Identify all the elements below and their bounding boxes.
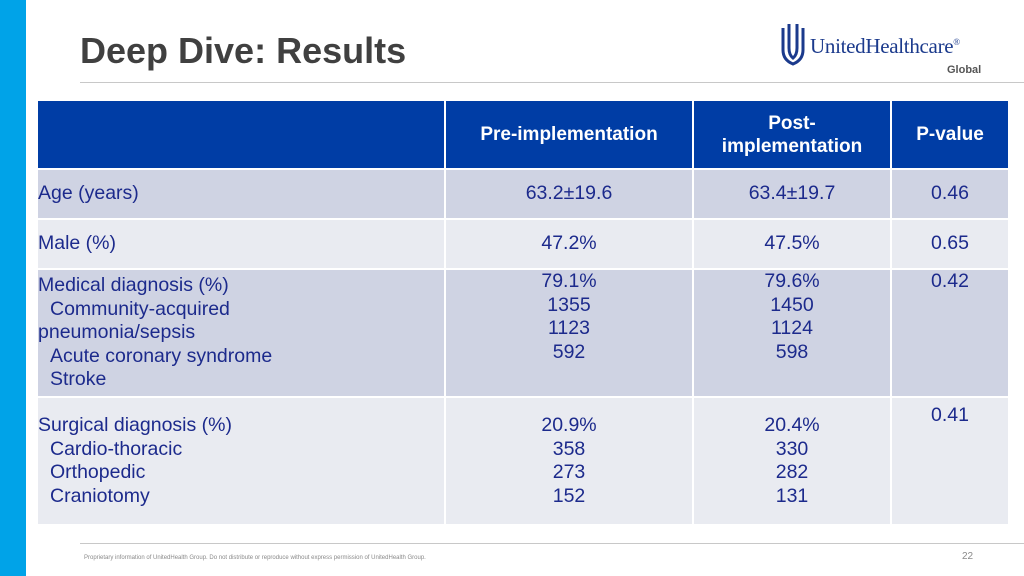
post-value-text: 1124 xyxy=(771,317,813,339)
row-label-sub: Craniotomy xyxy=(50,484,150,507)
pre-value-text: 358 xyxy=(552,437,586,460)
post-value-text: 282 xyxy=(775,461,809,483)
logo-subtitle: Global xyxy=(947,64,982,76)
pre-value-text: 79.1% xyxy=(541,270,597,292)
pre-value-text: 592 xyxy=(552,340,586,363)
p-value: 0.46 xyxy=(890,168,1010,220)
pre-value-text: 152 xyxy=(552,484,586,507)
p-value-text: 0.65 xyxy=(931,232,969,255)
row-label: Age (years) xyxy=(36,168,446,220)
post-value: 20.4% 330 282 131 xyxy=(692,396,892,526)
footer-disclaimer: Proprietary information of UnitedHealth … xyxy=(84,555,426,561)
post-value: 79.6% 1450 1124 598 xyxy=(692,268,892,398)
p-value: 0.41 xyxy=(890,396,1010,526)
unitedhealthcare-logo: UnitedHealthcare® Global xyxy=(780,24,990,80)
row-label-sub: Acute coronary syndrome xyxy=(50,344,273,367)
title-divider xyxy=(80,82,1024,83)
row-label-sub-wrap: pneumonia/sepsis xyxy=(38,321,196,344)
row-label-sub: Community-acquired xyxy=(50,297,230,320)
post-value: 47.5% xyxy=(692,218,892,270)
page-number: 22 xyxy=(962,551,974,562)
pre-value: 79.1% 1355 1123 592 xyxy=(444,268,694,398)
logo-name-text: UnitedHealthcare xyxy=(810,34,954,58)
pre-value-text: 273 xyxy=(552,461,586,483)
row-label: Medical diagnosis (%) Community-acquired… xyxy=(36,268,446,398)
post-value-text: 330 xyxy=(775,437,809,460)
uhc-shield-logo-icon xyxy=(781,24,805,66)
post-value-text: 47.5% xyxy=(764,232,820,255)
row-label-heading: Surgical diagnosis (%) xyxy=(38,414,233,436)
logo-registered-mark: ® xyxy=(953,37,960,47)
header-p-value: P-value xyxy=(890,99,1010,170)
row-label: Male (%) xyxy=(36,218,446,270)
pre-value: 47.2% xyxy=(444,218,694,270)
post-value-text: 20.4% xyxy=(764,414,820,436)
logo-wordmark: UnitedHealthcare® xyxy=(810,34,960,59)
header-post-implementation-text: Post-implementation xyxy=(721,112,863,157)
table-row: Age (years) 63.2±19.6 63.4±19.7 0.46 xyxy=(36,168,1010,220)
pre-value: 63.2±19.6 xyxy=(444,168,694,220)
slide-title: Deep Dive: Results xyxy=(80,30,407,71)
row-label-sub: Orthopedic xyxy=(50,461,146,483)
p-value-text: 0.41 xyxy=(931,404,969,426)
footer-divider xyxy=(80,543,1024,544)
post-value: 63.4±19.7 xyxy=(692,168,892,220)
pre-value-text: 1123 xyxy=(548,317,590,339)
pre-value-text: 1355 xyxy=(547,293,591,316)
pre-value-text: 47.2% xyxy=(541,232,597,255)
post-value-text: 63.4±19.7 xyxy=(748,182,836,205)
header-post-implementation: Post-implementation xyxy=(692,99,892,170)
header-pre-implementation: Pre-implementation xyxy=(444,99,694,170)
row-label-text: Age (years) xyxy=(38,182,139,205)
table-row: Surgical diagnosis (%) Cardio-thoracic O… xyxy=(36,396,1010,526)
row-label-sub: Cardio-thoracic xyxy=(50,437,183,460)
post-value-text: 598 xyxy=(775,340,809,363)
table-header-row: Pre-implementation Post-implementation P… xyxy=(36,99,1010,170)
table-row: Male (%) 47.2% 47.5% 0.65 xyxy=(36,218,1010,270)
p-value: 0.65 xyxy=(890,218,1010,270)
table-row: Medical diagnosis (%) Community-acquired… xyxy=(36,268,1010,398)
pre-value: 20.9% 358 273 152 xyxy=(444,396,694,526)
row-label-heading: Medical diagnosis (%) xyxy=(38,274,229,297)
row-label-text: Male (%) xyxy=(38,232,117,255)
row-label: Surgical diagnosis (%) Cardio-thoracic O… xyxy=(36,396,446,526)
accent-side-bar xyxy=(0,0,26,576)
pre-value-text: 20.9% xyxy=(541,414,597,436)
row-label-sub: Stroke xyxy=(50,368,107,391)
p-value: 0.42 xyxy=(890,268,1010,398)
header-blank-cell xyxy=(36,99,446,170)
p-value-text: 0.46 xyxy=(931,182,969,205)
pre-value-text: 63.2±19.6 xyxy=(525,182,613,205)
results-table: Pre-implementation Post-implementation P… xyxy=(36,99,1010,526)
post-value-text: 79.6% xyxy=(764,270,820,292)
post-value-text: 131 xyxy=(775,484,809,507)
post-value-text: 1450 xyxy=(770,293,814,316)
p-value-text: 0.42 xyxy=(931,270,969,292)
